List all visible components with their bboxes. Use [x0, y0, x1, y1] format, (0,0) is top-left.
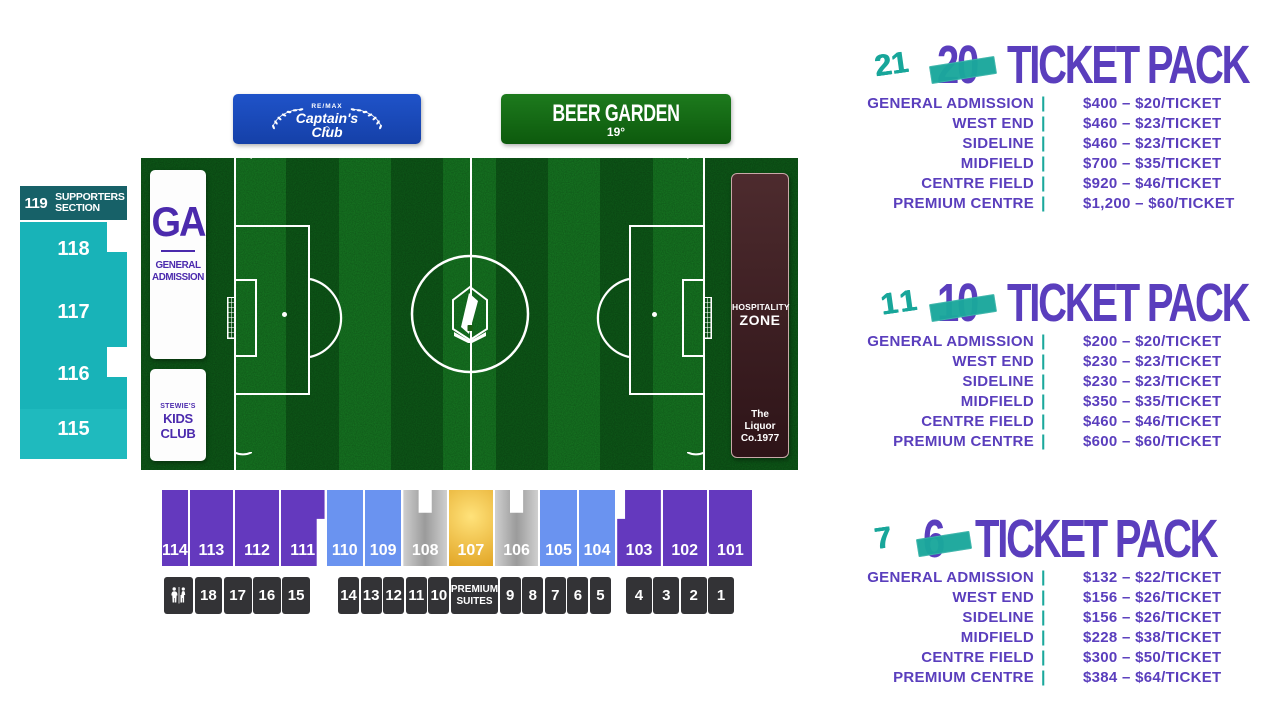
svg-text:RE/MAX: RE/MAX	[311, 103, 342, 110]
